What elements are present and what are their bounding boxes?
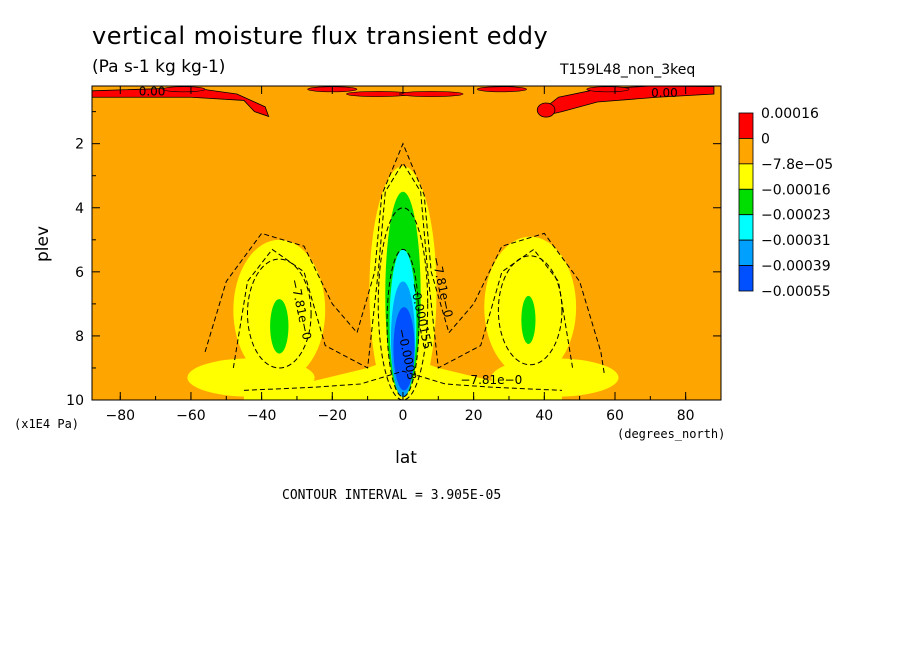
plot-frame [91,85,722,401]
region-south-base-yellow [187,358,315,397]
y-tick-label: 4 [75,201,84,217]
x-tick-label: 0 [399,408,408,424]
colorbar-swatch [738,214,754,241]
y-axis-units: (x1E4 Pa) [14,417,79,431]
y-tick-label: 8 [75,329,84,345]
y-axis-title: plev [33,226,53,262]
contour-line-equatorial-2 [386,248,420,398]
chart-title: vertical moisture flux transient eddy [92,22,549,50]
colorbar-label: −7.8e−05 [761,157,833,173]
x-tick-label: −20 [318,408,348,424]
colorbar-label: −0.00055 [761,284,831,300]
y-tick-label: 2 [75,137,84,153]
x-tick-label: 60 [606,408,624,424]
region-south-positive-red [92,87,270,118]
colorbar-swatch [738,163,754,190]
region-top-positive-strip [162,86,206,93]
region-south-green [270,299,289,354]
run-id-label: T159L48_non_3keq [560,62,696,78]
contour-line-layer [204,142,605,400]
region-top-positive-strip [586,86,630,93]
colorbar-label: −0.00031 [761,233,831,249]
colorbar-label: 0 [761,131,770,147]
colorbar-legend: 0.00016 0 −7.8e−05 −0.00016 −0.00023 −0.00031… [738,106,833,300]
x-axis-title: lat [395,448,417,468]
x-tick-label: −80 [105,408,135,424]
y-tick-label: 6 [75,265,84,281]
x-tick-label: −60 [176,408,206,424]
x-axis-units: (degrees_north) [617,427,725,441]
contour-interval-note: CONTOUR INTERVAL = 3.905E-05 [282,488,502,503]
contour-line-north-inner [497,255,563,366]
contour-line-outer [204,142,605,375]
axis-layer: −80 −60 −40 −20 0 20 40 60 80 2 4 6 8 10 [66,86,721,424]
colorbar-label: −0.00039 [761,259,831,275]
contour-label-6: −7.81e−0 [460,373,522,387]
x-tick-label: 20 [465,408,483,424]
region-top-positive-strip [399,91,464,97]
contour-label-0: 0.00 [139,85,166,99]
colorbar-swatch [738,239,754,266]
region-north-green [521,295,536,344]
contour-line-bottom-band [243,370,563,391]
contour-line-south-inner [246,258,312,369]
colorbar-swatch [738,265,754,292]
colorbar-swatch [738,112,754,139]
y-tick-label: 10 [66,393,84,409]
contour-label-1: 0.00 [651,86,678,100]
colorbar-label: −0.00016 [761,182,831,198]
chart-subtitle: (Pa s-1 kg kg-1) [92,57,226,77]
x-tick-label: 80 [677,408,695,424]
colorbar-label: 0.00016 [761,106,819,122]
x-tick-label: −40 [247,408,277,424]
region-north-base-yellow [491,358,619,397]
x-tick-label: 40 [535,408,553,424]
region-north-positive-blob [536,102,556,118]
colorbar-swatch [738,188,754,216]
region-north-positive-red [543,86,715,116]
colorbar-swatch [738,138,754,165]
region-equatorial-blue [393,307,415,391]
colorbar-label: −0.00023 [761,208,831,224]
region-top-positive-strip [476,86,527,93]
contour-line-equatorial-1 [377,207,429,400]
